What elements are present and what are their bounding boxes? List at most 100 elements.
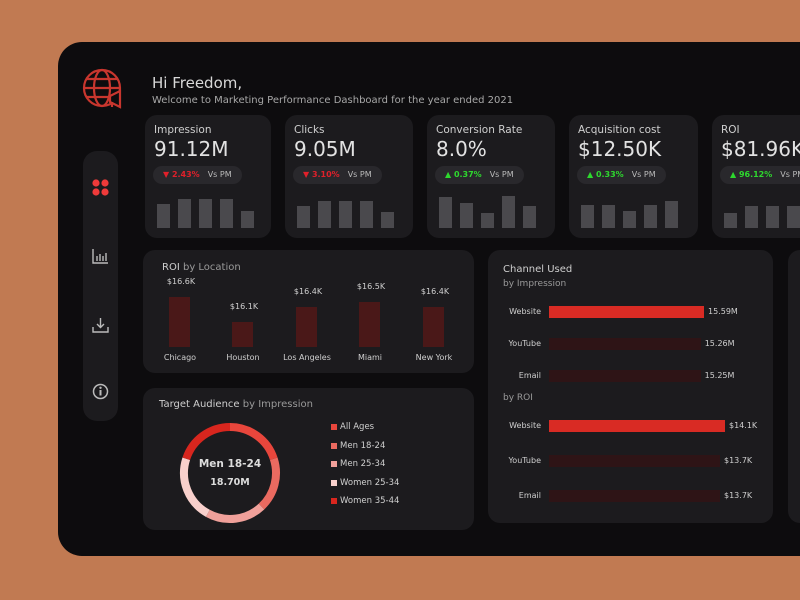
greeting: Hi Freedom, — [152, 74, 243, 92]
sparkline-bar — [745, 205, 758, 228]
location-label: Chicago — [163, 353, 197, 362]
sparkline-bar — [241, 210, 254, 228]
change-value: ▼ 2.43% — [163, 170, 200, 179]
sparkline-bar — [360, 200, 373, 228]
change-value: ▼ 3.10% — [303, 170, 340, 179]
location-bar[interactable] — [169, 297, 190, 347]
channel-label: Email — [518, 371, 541, 380]
kpi-card-clicks[interactable]: Clicks 9.05M ▼ 3.10% Vs PM — [285, 115, 413, 238]
channel-value: 15.59M — [708, 307, 738, 316]
location-label: New York — [415, 353, 453, 362]
sparkline-bar — [460, 203, 473, 228]
by-impression-label: by Impression — [503, 279, 567, 289]
bar-chart-icon — [92, 249, 108, 264]
globe-megaphone-logo-icon — [82, 68, 122, 109]
bar-value-label: $16.5K — [356, 282, 386, 291]
sparkline-bar — [220, 199, 233, 228]
change-value: ▲ 96.12% — [730, 170, 773, 179]
change-badge: ▲ 0.33% Vs PM — [577, 166, 666, 184]
kpi-label: Acquisition cost — [578, 124, 661, 136]
kpi-value: $12.50K — [578, 137, 662, 161]
location-bar[interactable] — [296, 307, 317, 347]
sparkline-bar — [502, 195, 515, 228]
sparkline-bar — [523, 205, 536, 228]
sidebar-item-charts[interactable] — [92, 248, 109, 268]
change-value: ▲ 0.37% — [445, 170, 482, 179]
sparkline — [297, 200, 394, 228]
legend-item[interactable]: All Ages — [331, 422, 374, 432]
sparkline-bar — [381, 212, 394, 228]
donut-center-label: Men 18-24 — [198, 458, 262, 470]
channel-value: 15.25M — [704, 371, 735, 380]
subtitle: Welcome to Marketing Performance Dashboa… — [152, 95, 514, 106]
sidebar-item-info[interactable] — [92, 383, 109, 404]
bar-value-label: $16.6K — [166, 277, 196, 286]
sparkline-bar — [178, 199, 191, 228]
channel-bar[interactable] — [549, 455, 720, 467]
bar-value-label: $16.4K — [293, 287, 323, 296]
audience-donut-chart — [180, 423, 280, 523]
sparkline-bar — [787, 205, 800, 228]
channel-label: YouTube — [508, 456, 541, 465]
kpi-card-acquisition-cost[interactable]: Acquisition cost $12.50K ▲ 0.33% Vs PM — [569, 115, 698, 238]
sparkline-bar — [318, 200, 331, 228]
location-bar[interactable] — [232, 322, 253, 347]
channel-bar[interactable] — [549, 338, 701, 350]
channel-bar[interactable] — [549, 490, 720, 502]
kpi-label: ROI — [721, 124, 740, 136]
channel-bar[interactable] — [549, 420, 725, 432]
vs-label: Vs PM — [631, 170, 656, 179]
kpi-label: Impression — [154, 124, 212, 136]
kpi-card-conversion-rate[interactable]: Conversion Rate 8.0% ▲ 0.37% Vs PM — [427, 115, 555, 238]
sparkline-bar — [602, 205, 615, 228]
donut-segment[interactable] — [258, 457, 280, 510]
sparkline — [157, 199, 254, 228]
legend-swatch — [331, 461, 337, 467]
donut-segment[interactable] — [229, 423, 278, 461]
legend-label: Women 25-34 — [340, 477, 400, 488]
card-title: Target Audience — [159, 399, 240, 410]
donut-segment[interactable] — [205, 503, 265, 523]
download-icon — [92, 318, 109, 333]
legend-item[interactable]: Women 35-44 — [331, 496, 399, 506]
donut-segment[interactable] — [182, 423, 231, 461]
sparkline-bar — [199, 199, 212, 228]
kpi-value: $81.96K — [721, 137, 800, 161]
card-title: ROI — [162, 262, 180, 273]
channel-bar[interactable] — [549, 306, 704, 318]
sparkline — [439, 195, 536, 228]
channel-label: Email — [518, 491, 541, 500]
change-badge: ▼ 2.43% Vs PM — [153, 166, 242, 184]
sparkline-bar — [724, 213, 737, 228]
sidebar-item-download[interactable] — [92, 317, 109, 337]
channel-bar[interactable] — [549, 370, 701, 382]
sidebar — [83, 151, 118, 421]
legend-label: Women 35-44 — [340, 496, 400, 506]
kpi-card-impression[interactable]: Impression 91.12M ▼ 2.43% Vs PM — [145, 115, 271, 238]
location-bar[interactable] — [423, 307, 444, 347]
legend-item[interactable]: Men 18-24 — [331, 441, 385, 451]
location-label: Los Angeles — [283, 353, 331, 362]
sparkline-bar — [766, 205, 779, 228]
donut-segment[interactable] — [180, 457, 210, 517]
channel-value: $13.7K — [724, 456, 753, 465]
legend-swatch — [331, 424, 337, 430]
legend-item[interactable]: Women 25-34 — [331, 478, 399, 488]
legend-label: Men 18-24 — [340, 440, 386, 451]
location-bar[interactable] — [359, 302, 380, 347]
change-badge: ▲ 0.37% Vs PM — [435, 166, 524, 184]
legend-swatch — [331, 498, 337, 504]
kpi-card-roi[interactable]: ROI $81.96K ▲ 96.12% Vs PM — [712, 115, 800, 238]
donut-center-value: 18.70M — [210, 477, 250, 488]
info-icon — [92, 383, 109, 400]
kpi-label: Conversion Rate — [436, 124, 523, 136]
sparkline-bar — [157, 204, 170, 228]
sparkline-bar — [644, 205, 657, 228]
channel-used-card: Channel Used by Impression by ROI Websit… — [488, 250, 773, 523]
roi-by-location-card: ROI by Location $16.6K Chicago $16.1K Hou… — [143, 250, 474, 373]
legend-item[interactable]: Men 25-34 — [331, 459, 385, 469]
partial-card — [788, 250, 800, 523]
sidebar-item-dashboard[interactable] — [92, 179, 109, 196]
bar-value-label: $16.1K — [229, 302, 259, 311]
sparkline-bar — [623, 211, 636, 228]
